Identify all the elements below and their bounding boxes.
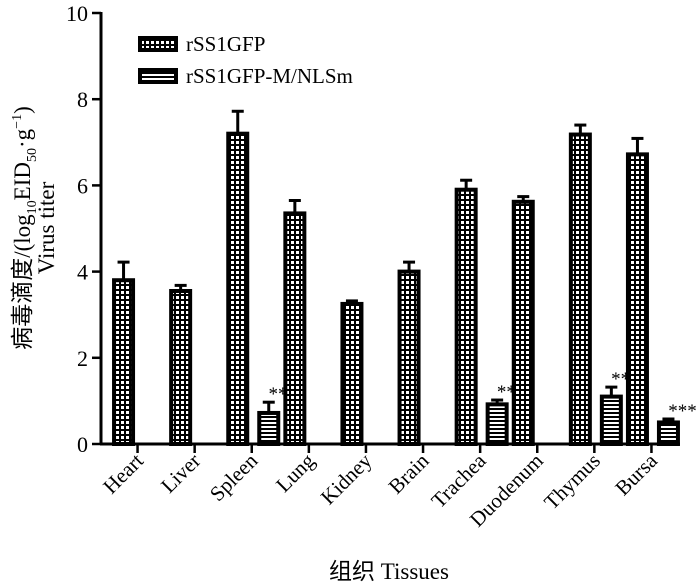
category-label: Liver <box>156 449 205 498</box>
legend-label: rSS1GFP <box>186 32 265 56</box>
bar <box>257 410 281 446</box>
bar <box>397 269 421 446</box>
category-label: Lung <box>271 448 320 497</box>
category-label: Kidney <box>316 448 377 509</box>
category-label: Brain <box>384 448 434 498</box>
x-axis-title: 组织 Tissues <box>329 559 449 584</box>
legend-swatch <box>138 68 178 84</box>
y-axis-title-en: Virus titer <box>34 181 59 274</box>
y-axis-title: 病毒滴度/(log10EID50·g−1) Virus titer <box>10 106 59 350</box>
bar <box>625 152 649 446</box>
bar <box>485 402 509 446</box>
category-label: Spleen <box>205 448 263 506</box>
legend: rSS1GFP rSS1GFP-M/NLSm <box>138 32 353 88</box>
y-tick-label: 0 <box>77 432 88 457</box>
bar <box>112 278 136 446</box>
bar <box>283 211 307 446</box>
y-tick-label: 8 <box>77 87 88 112</box>
bar <box>340 301 364 446</box>
y-tick-label: 6 <box>77 173 88 198</box>
y-tick-label: 4 <box>77 260 88 285</box>
y-tick-label: 2 <box>77 346 88 371</box>
bar <box>656 420 680 447</box>
bar <box>511 199 535 446</box>
svg-text:病毒滴度/(log10EID50·g−1): 病毒滴度/(log10EID50·g−1) <box>10 106 40 350</box>
y-tick-label: 10 <box>66 1 88 26</box>
category-label: Thymus <box>539 449 605 515</box>
significance-marker: *** <box>668 401 697 422</box>
category-label: Heart <box>98 448 148 498</box>
legend-swatch <box>138 36 178 52</box>
bar <box>454 187 478 446</box>
bar <box>568 132 592 447</box>
category-label: Bursa <box>610 448 662 500</box>
bar <box>226 131 250 446</box>
bar <box>169 288 193 446</box>
bar <box>599 394 623 446</box>
legend-label: rSS1GFP-M/NLSm <box>186 64 353 88</box>
